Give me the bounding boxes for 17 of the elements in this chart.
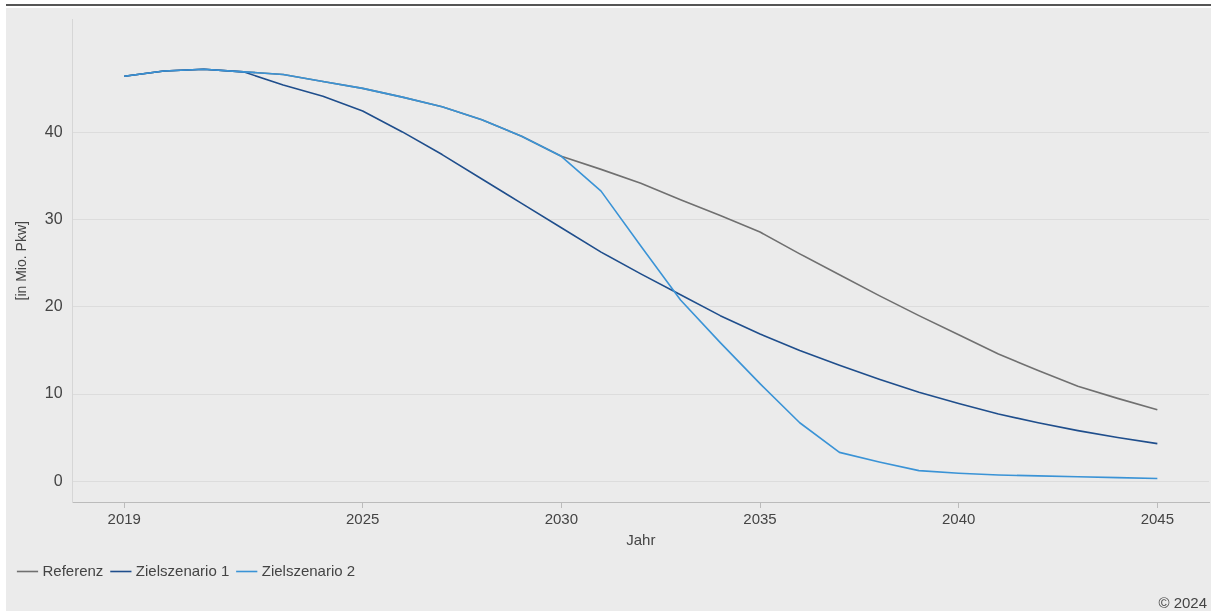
- y-tick-label: 20: [44, 297, 63, 315]
- legend-label: Zielszenario 1: [135, 561, 230, 579]
- y-tick-label: 0: [53, 471, 63, 489]
- x-tick-label: 2030: [544, 510, 579, 528]
- y-axis-title: [in Mio. Pkw]: [13, 221, 30, 301]
- x-tick-label: 2019: [107, 510, 141, 528]
- y-tick-label: 10: [44, 384, 63, 402]
- x-tick-label: 2035: [743, 510, 777, 528]
- legend-label: Referenz: [42, 561, 104, 579]
- x-tick-label: 2045: [1140, 510, 1175, 528]
- text: © 2024: [1158, 594, 1207, 611]
- legend-label: Zielszenario 2: [261, 561, 356, 579]
- x-tick-label: 2040: [941, 510, 976, 528]
- y-tick-label: 30: [44, 210, 63, 228]
- y-tick-label: 40: [44, 123, 63, 141]
- x-axis-title: Jahr: [626, 531, 656, 549]
- x-tick-label: 2025: [345, 510, 380, 528]
